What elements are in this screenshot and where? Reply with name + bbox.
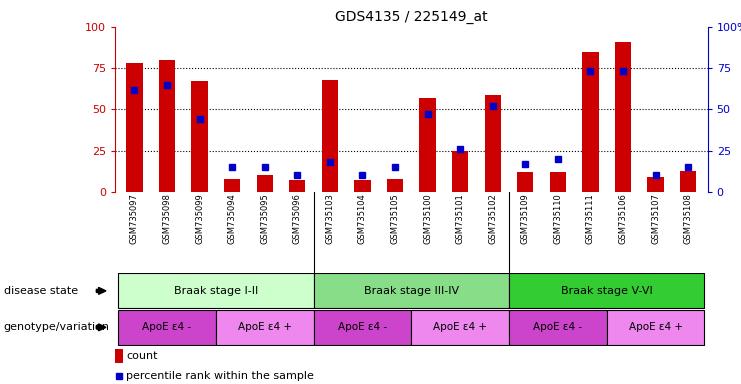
Text: ApoE ε4 +: ApoE ε4 + bbox=[628, 322, 682, 333]
Bar bbox=[419, 98, 436, 192]
Text: GSM735108: GSM735108 bbox=[684, 194, 693, 245]
Bar bbox=[191, 81, 207, 192]
Bar bbox=[607, 310, 705, 345]
Text: GSM735102: GSM735102 bbox=[488, 194, 497, 244]
Text: GSM735100: GSM735100 bbox=[423, 194, 432, 244]
Text: GSM735096: GSM735096 bbox=[293, 194, 302, 245]
Text: GSM735101: GSM735101 bbox=[456, 194, 465, 244]
Bar bbox=[582, 52, 599, 192]
Bar bbox=[680, 170, 697, 192]
Text: GSM735097: GSM735097 bbox=[130, 194, 139, 245]
Bar bbox=[452, 151, 468, 192]
Text: disease state: disease state bbox=[4, 286, 78, 296]
Bar bbox=[354, 180, 370, 192]
Text: ApoE ε4 +: ApoE ε4 + bbox=[433, 322, 487, 333]
Text: GSM735104: GSM735104 bbox=[358, 194, 367, 244]
Bar bbox=[485, 94, 501, 192]
Text: GSM735106: GSM735106 bbox=[619, 194, 628, 245]
Text: ApoE ε4 +: ApoE ε4 + bbox=[238, 322, 292, 333]
Text: ApoE ε4 -: ApoE ε4 - bbox=[534, 322, 582, 333]
Bar bbox=[216, 310, 313, 345]
Text: GSM735099: GSM735099 bbox=[195, 194, 204, 244]
Bar bbox=[289, 180, 305, 192]
Text: GSM735098: GSM735098 bbox=[162, 194, 171, 245]
Text: GSM735095: GSM735095 bbox=[260, 194, 269, 244]
Text: GSM735109: GSM735109 bbox=[521, 194, 530, 244]
Text: GSM735110: GSM735110 bbox=[554, 194, 562, 244]
Text: GSM735105: GSM735105 bbox=[391, 194, 399, 244]
Text: GSM735103: GSM735103 bbox=[325, 194, 334, 245]
Bar bbox=[509, 273, 705, 308]
Bar bbox=[509, 310, 607, 345]
Text: count: count bbox=[126, 351, 158, 361]
Bar bbox=[387, 179, 403, 192]
Text: GSM735094: GSM735094 bbox=[227, 194, 236, 244]
Bar bbox=[615, 42, 631, 192]
Bar bbox=[115, 349, 123, 363]
Text: percentile rank within the sample: percentile rank within the sample bbox=[126, 371, 314, 381]
Bar bbox=[256, 175, 273, 192]
Text: GSM735111: GSM735111 bbox=[586, 194, 595, 244]
Bar bbox=[648, 177, 664, 192]
Bar bbox=[159, 60, 175, 192]
Bar bbox=[411, 310, 509, 345]
Bar bbox=[313, 273, 509, 308]
Text: ApoE ε4 -: ApoE ε4 - bbox=[338, 322, 387, 333]
Bar bbox=[224, 179, 240, 192]
Bar bbox=[126, 63, 142, 192]
Text: Braak stage I-II: Braak stage I-II bbox=[173, 286, 258, 296]
Text: genotype/variation: genotype/variation bbox=[4, 322, 110, 333]
Text: GSM735107: GSM735107 bbox=[651, 194, 660, 245]
Text: Braak stage III-IV: Braak stage III-IV bbox=[364, 286, 459, 296]
Title: GDS4135 / 225149_at: GDS4135 / 225149_at bbox=[335, 10, 488, 25]
Text: ApoE ε4 -: ApoE ε4 - bbox=[142, 322, 191, 333]
Bar bbox=[517, 172, 534, 192]
Bar bbox=[118, 310, 216, 345]
Text: Braak stage V-VI: Braak stage V-VI bbox=[561, 286, 653, 296]
Bar bbox=[322, 80, 338, 192]
Bar bbox=[550, 172, 566, 192]
Bar bbox=[313, 310, 411, 345]
Bar bbox=[118, 273, 313, 308]
